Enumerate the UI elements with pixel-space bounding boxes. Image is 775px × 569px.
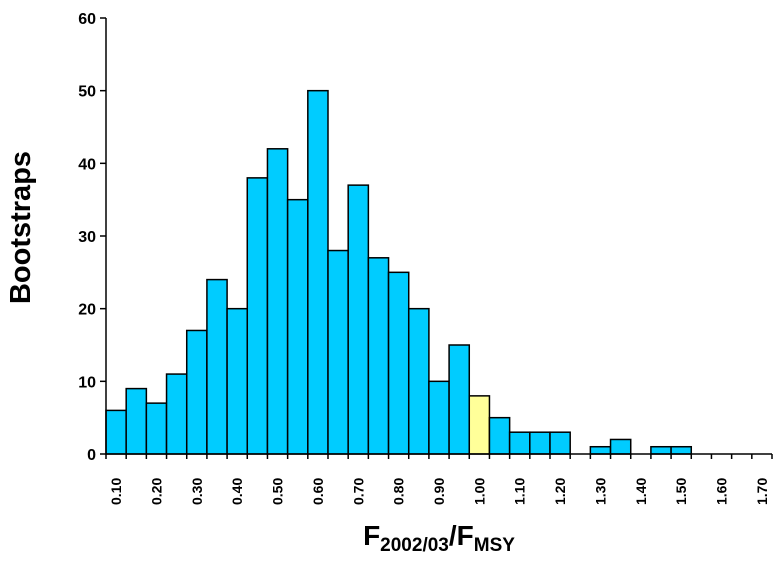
bar <box>367 257 390 455</box>
x-tick-label: 1.60 <box>714 478 730 505</box>
x-tick-label: 1.00 <box>471 478 487 505</box>
y-tick-label: 50 <box>78 84 96 101</box>
bar-highlighted <box>468 395 491 455</box>
bar <box>407 307 430 455</box>
bar <box>185 329 208 455</box>
x-tick-label: 1.30 <box>592 478 608 505</box>
x-tick-label: 1.50 <box>673 478 689 505</box>
bar <box>508 431 531 455</box>
y-ticks: 0 10 20 30 40 50 60 <box>78 11 106 464</box>
bar <box>307 89 329 455</box>
bar <box>609 438 632 455</box>
bar <box>266 148 289 455</box>
bar <box>589 445 612 455</box>
x-ticks: 0.10 0.20 0.30 0.40 0.50 0.60 0.70 0.80 0.90 1.00… <box>105 454 773 505</box>
y-axis-label: Bootstraps <box>5 150 38 304</box>
x-tick-label: 1.40 <box>633 478 649 505</box>
bar <box>650 445 672 455</box>
bars-group <box>105 89 693 455</box>
bar <box>286 198 309 455</box>
bar <box>428 380 450 455</box>
bar <box>670 445 693 455</box>
y-tick-label: 40 <box>78 156 96 173</box>
bar <box>145 402 168 455</box>
bar <box>448 344 471 455</box>
y-tick-label: 10 <box>78 374 96 391</box>
bar <box>549 431 571 455</box>
bar <box>387 271 410 455</box>
x-tick-label: 1.20 <box>552 478 568 505</box>
x-tick-label: 0.10 <box>108 478 124 505</box>
bar <box>246 177 269 455</box>
bar <box>488 416 511 455</box>
x-tick-label: 1.70 <box>754 478 770 505</box>
x-axis-label: F2002/03/FMSY <box>363 520 515 556</box>
bar <box>125 387 148 455</box>
bar <box>327 249 349 455</box>
x-tick-label: 0.90 <box>431 478 447 505</box>
bar <box>347 184 370 455</box>
x-tick-label: 0.70 <box>350 478 366 505</box>
bar <box>226 307 249 455</box>
x-tick-label: 0.40 <box>229 478 245 505</box>
y-tick-label: 0 <box>87 447 96 464</box>
x-tick-label: 0.20 <box>148 478 164 505</box>
bar <box>529 431 551 455</box>
x-tick-label: 0.50 <box>270 478 286 505</box>
x-tick-label: 0.30 <box>189 478 205 505</box>
x-tick-label: 1.10 <box>512 478 528 505</box>
y-tick-label: 20 <box>78 302 96 319</box>
bar <box>105 409 127 455</box>
x-tick-label: 0.60 <box>310 478 326 505</box>
bar <box>206 278 228 455</box>
y-tick-label: 60 <box>78 11 96 28</box>
y-tick-label: 30 <box>78 229 96 246</box>
bar <box>165 373 188 455</box>
x-tick-label: 0.80 <box>391 478 407 505</box>
